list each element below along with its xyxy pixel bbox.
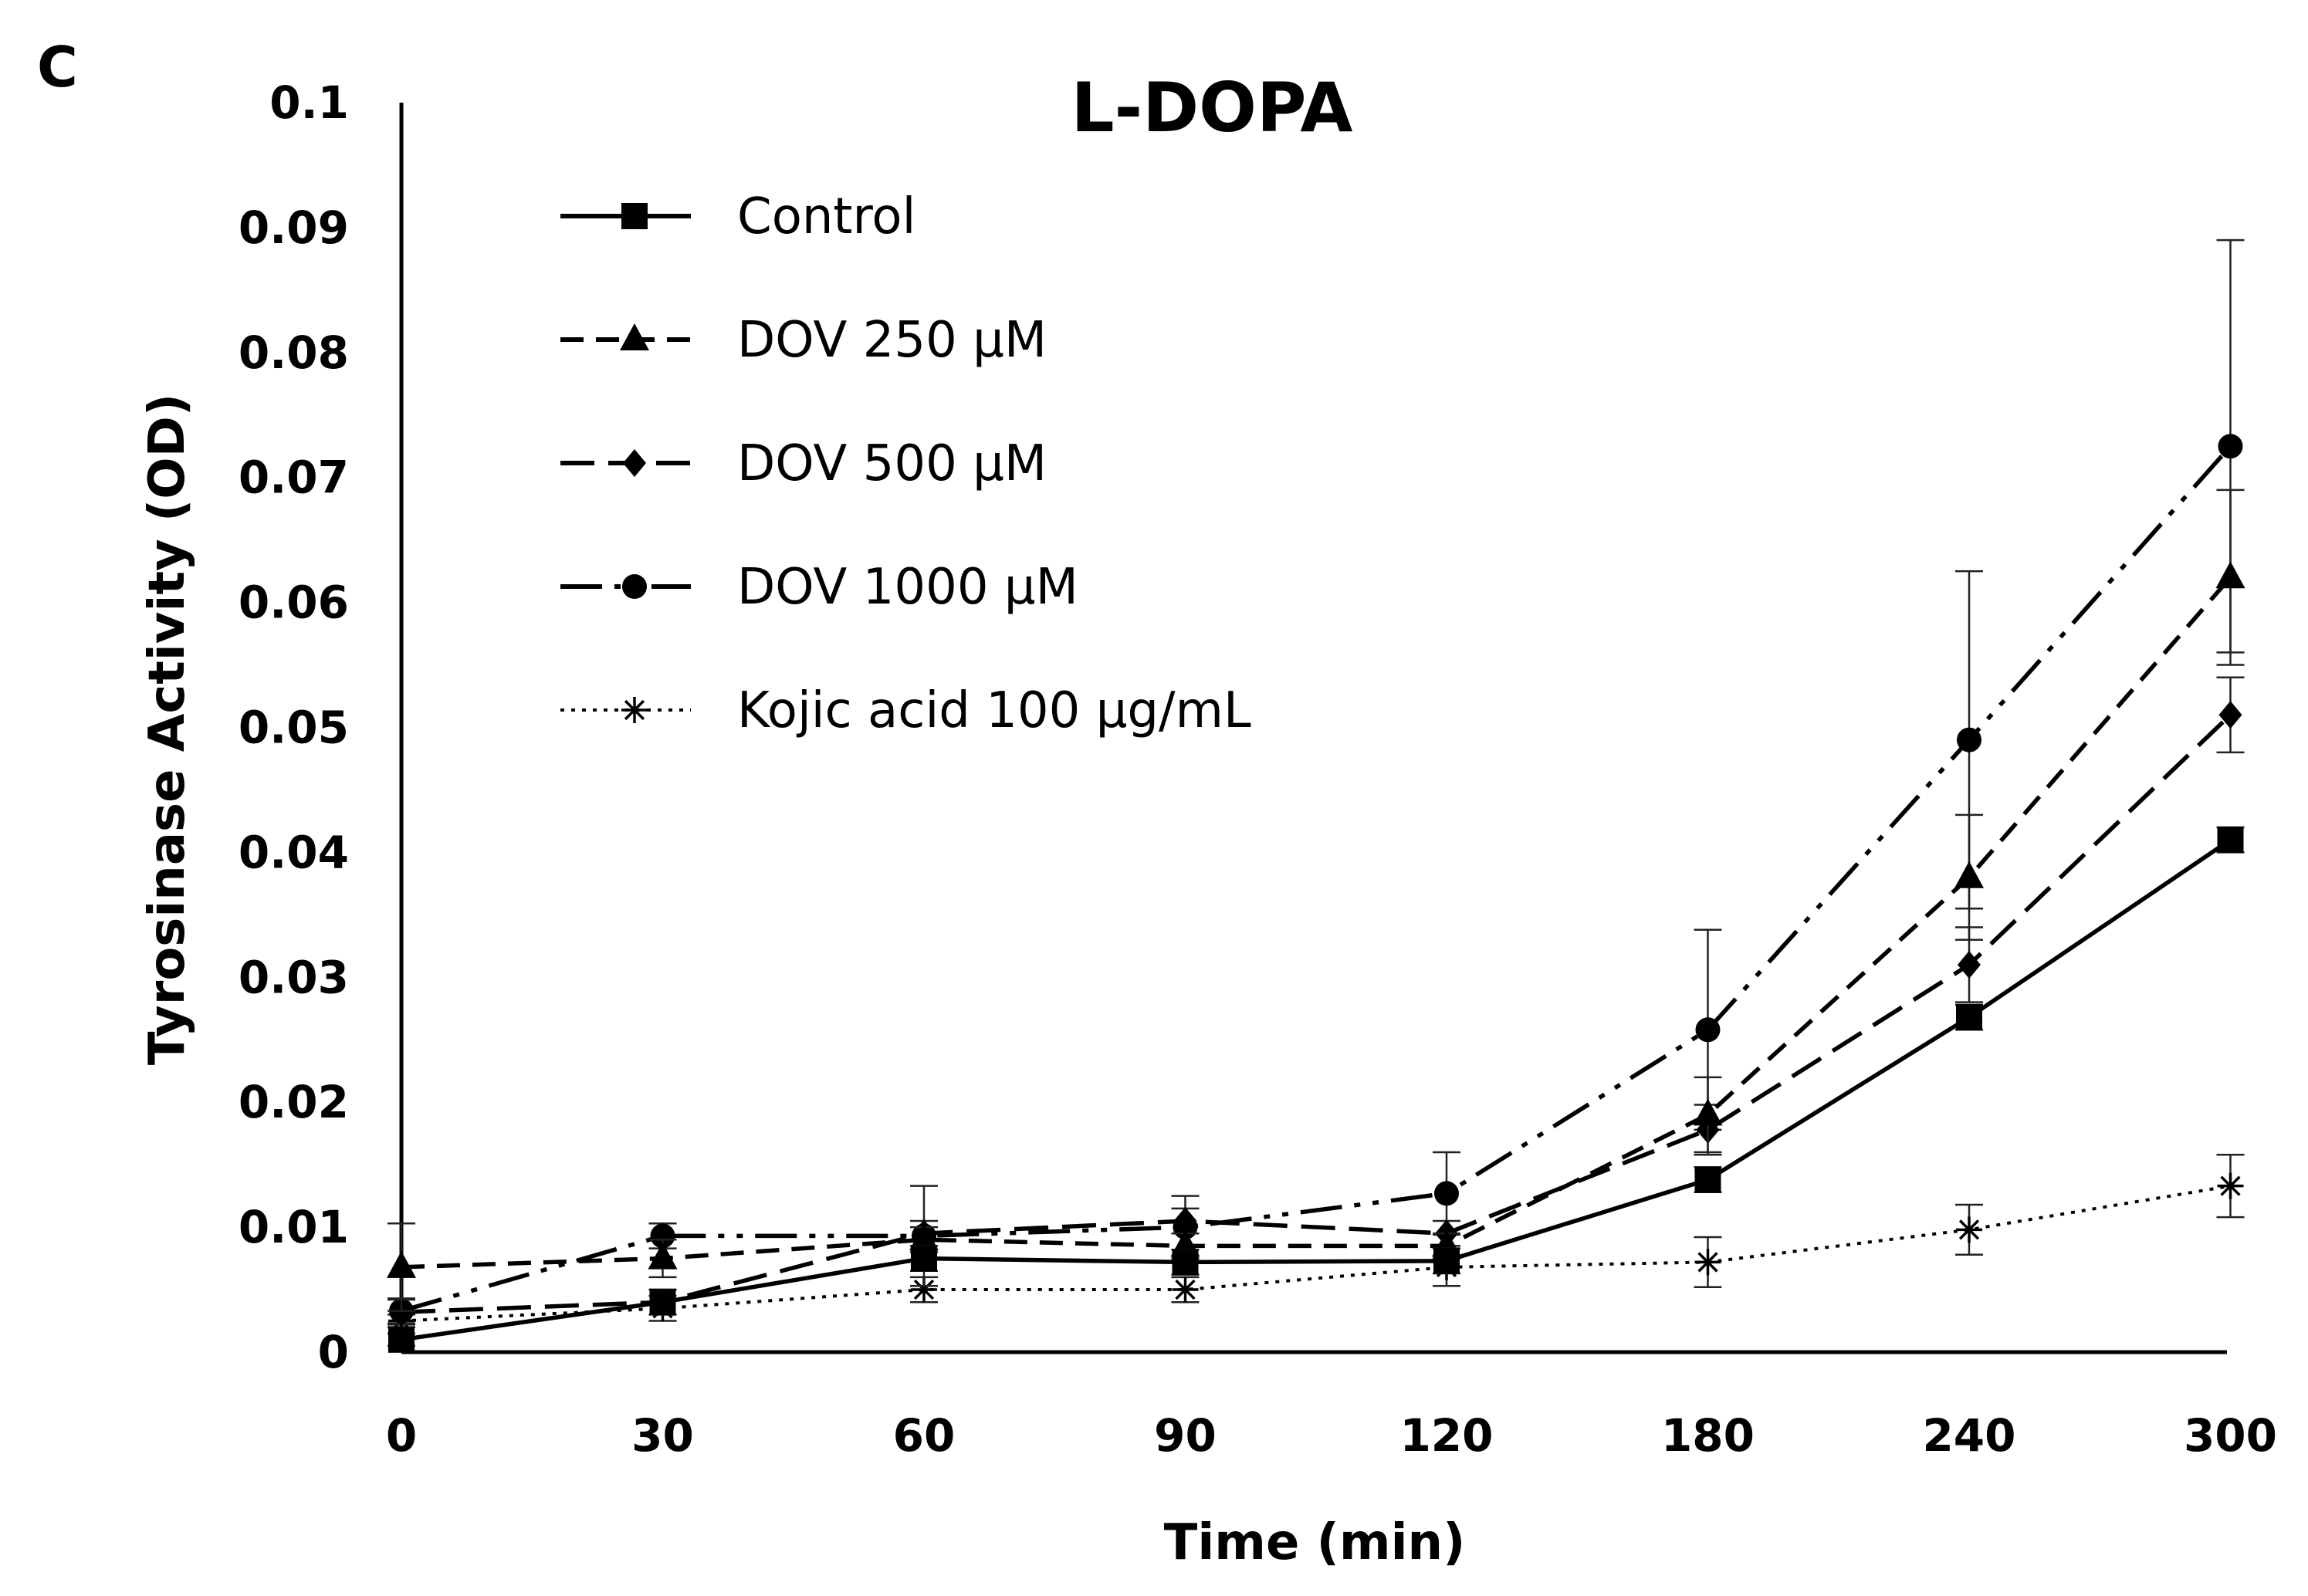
x-tick-label: 240 [1922, 1409, 2015, 1462]
data-point [1695, 1017, 1721, 1043]
data-point [1172, 1276, 1199, 1304]
data-point [1956, 1004, 1982, 1031]
data-point [1956, 1216, 1982, 1243]
data-point [1957, 727, 1981, 752]
data-point [1434, 1181, 1459, 1206]
plot-area [387, 238, 2245, 1353]
series-line [401, 713, 2232, 1314]
legend-marker [621, 697, 648, 723]
chart-title: L-DOPA [1071, 68, 1353, 147]
data-point [388, 1326, 415, 1353]
y-tick-label: 0.01 [239, 1201, 349, 1253]
x-tick-label: 30 [631, 1409, 694, 1462]
x-tick-label: 60 [893, 1409, 956, 1462]
x-tick-label: 90 [1154, 1409, 1217, 1462]
y-tick-labels: 0 0.01 0.02 0.03 0.04 0.05 0.06 0.07 0.08 0.09 0.1 [239, 76, 349, 1378]
legend-label: DOV 500 μM [737, 435, 1047, 492]
legend-label: DOV 1000 μM [737, 559, 1078, 616]
data-point [387, 1250, 416, 1278]
x-tick-label: 120 [1399, 1409, 1493, 1462]
x-tick-label: 0 [386, 1409, 417, 1462]
legend-label: DOV 250 μM [737, 312, 1047, 369]
data-point [1173, 1207, 1197, 1236]
data-point [1433, 1247, 1460, 1274]
data-point [1958, 951, 1981, 979]
legend-item: Control [560, 188, 915, 245]
y-tick-label: 0.05 [239, 702, 349, 754]
data-point [1693, 1098, 1723, 1126]
y-tick-label: 0.09 [239, 201, 349, 254]
legend-label: Control [737, 188, 915, 245]
data-point [1954, 861, 1984, 888]
data-point [649, 1289, 676, 1316]
data-point [650, 1223, 675, 1249]
legend-marker [623, 449, 646, 477]
series-dov-250-m [387, 489, 2245, 1312]
y-tick-label: 0.02 [239, 1076, 349, 1128]
data-point [2218, 434, 2243, 459]
data-point [2215, 561, 2245, 589]
legend-marker [620, 323, 649, 350]
series-line [401, 576, 2232, 1270]
y-tick-label: 0.08 [239, 326, 349, 379]
series-control [387, 826, 2245, 1353]
series-line [401, 445, 2232, 1314]
data-point [2218, 701, 2242, 729]
y-tick-label: 0.03 [239, 951, 349, 1003]
data-point [1694, 1166, 1721, 1193]
data-point [911, 1245, 937, 1272]
legend: Control DOV 250 μM DOV 500 μM DOV 1000 μM Ko… [560, 188, 1251, 739]
series-dov-1000-m [387, 238, 2245, 1325]
legend-marker [621, 203, 648, 229]
y-tick-label: 0.04 [239, 826, 349, 878]
legend-label: Kojic acid 100 μg/mL [737, 682, 1251, 739]
data-point [2217, 1172, 2244, 1199]
y-tick-label: 0.06 [239, 577, 349, 629]
panel-label: C [37, 35, 78, 100]
x-tick-label: 300 [2184, 1409, 2277, 1462]
data-point [390, 1298, 413, 1327]
legend-item: DOV 500 μM [560, 435, 1047, 492]
y-tick-label: 0.07 [239, 451, 349, 504]
data-point [1172, 1249, 1199, 1276]
x-tick-label: 180 [1661, 1409, 1755, 1462]
legend-item: DOV 250 μM [560, 312, 1047, 369]
data-point [2217, 827, 2244, 854]
y-tick-label: 0 [318, 1326, 349, 1378]
legend-item: Kojic acid 100 μg/mL [560, 682, 1251, 739]
data-point [909, 1223, 939, 1251]
series-line [401, 837, 2232, 1342]
legend-marker [622, 574, 647, 599]
x-axis-title: Time (min) [1164, 1514, 1466, 1571]
y-axis-title: Tyrosinase Activity (OD) [139, 394, 196, 1065]
data-point [648, 1242, 678, 1270]
series-line [401, 1184, 2231, 1323]
legend-item: DOV 1000 μM [560, 559, 1078, 616]
data-point [1694, 1249, 1721, 1276]
x-tick-labels: 0 30 60 90 120 180 240 300 [386, 1409, 2277, 1462]
y-tick-label: 0.1 [269, 76, 349, 129]
